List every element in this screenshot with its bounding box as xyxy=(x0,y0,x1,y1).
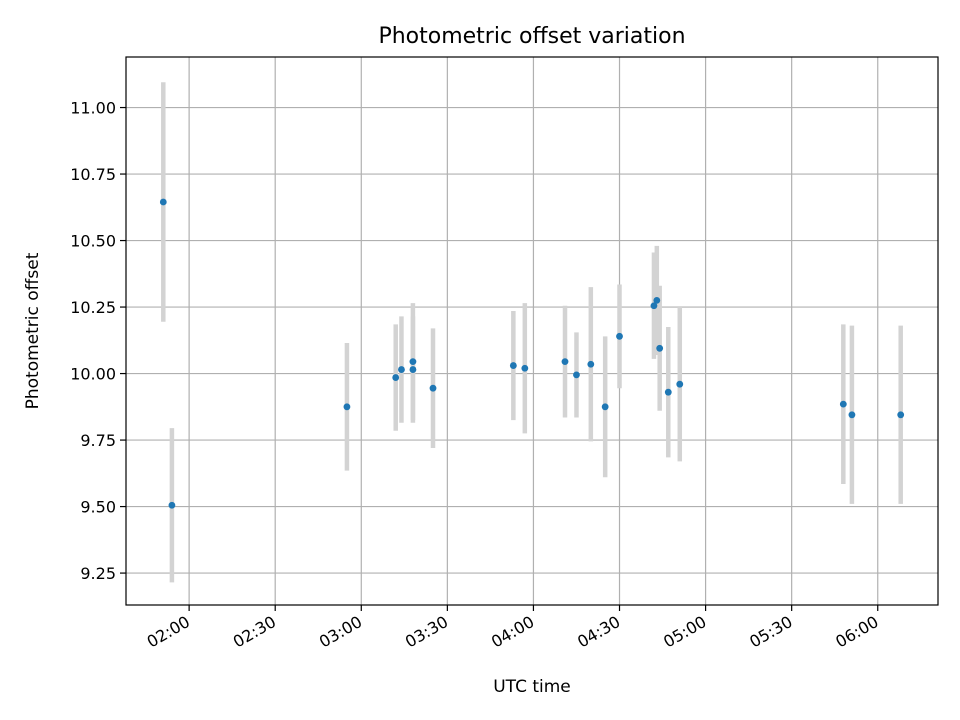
y-tick-label: 11.00 xyxy=(70,99,116,118)
data-points xyxy=(159,198,905,509)
data-point xyxy=(521,364,529,372)
x-tick-label: 04:00 xyxy=(488,612,537,652)
chart-title: Photometric offset variation xyxy=(378,24,685,49)
x-axis-ticks: 02:00 02:30 03:00 03:30 04:00 04:30 05:00 05:30… xyxy=(144,605,882,652)
data-point xyxy=(839,400,847,408)
y-axis-label: Photometric offset xyxy=(23,252,43,409)
data-point xyxy=(656,344,664,352)
y-tick-label: 10.00 xyxy=(70,365,116,384)
data-point xyxy=(509,362,517,369)
y-tick-label: 10.75 xyxy=(70,165,116,184)
grid xyxy=(126,57,938,605)
data-point xyxy=(587,360,595,368)
x-tick-label: 03:00 xyxy=(316,612,365,652)
data-point xyxy=(601,403,609,411)
data-point xyxy=(573,371,580,379)
x-tick-label: 06:00 xyxy=(832,612,881,652)
y-tick-label: 10.50 xyxy=(70,232,116,251)
x-tick-label: 02:00 xyxy=(144,612,193,652)
error-bars xyxy=(161,82,903,583)
data-point xyxy=(159,198,167,206)
y-axis-ticks: 9.25 9.50 9.75 10.00 10.25 10.50 10.75 11.00 xyxy=(70,99,126,583)
x-tick-label: 05:00 xyxy=(660,612,709,652)
data-point xyxy=(897,411,905,419)
data-point xyxy=(848,411,856,419)
data-point xyxy=(409,366,417,373)
data-point xyxy=(561,358,569,365)
data-point xyxy=(653,297,661,304)
data-point xyxy=(650,302,658,310)
y-tick-label: 9.25 xyxy=(80,564,116,583)
data-point xyxy=(616,332,623,340)
data-point xyxy=(664,388,672,396)
y-tick-label: 9.75 xyxy=(80,431,116,450)
y-tick-label: 10.25 xyxy=(70,298,116,317)
data-point xyxy=(168,501,176,509)
data-point xyxy=(343,403,351,411)
x-axis-label: UTC time xyxy=(493,677,571,697)
x-tick-label: 03:30 xyxy=(402,612,451,652)
x-tick-label: 02:30 xyxy=(230,612,279,652)
y-tick-label: 9.50 xyxy=(80,498,116,517)
data-point xyxy=(429,384,437,392)
data-point xyxy=(409,358,417,365)
data-point xyxy=(398,366,405,373)
plot-frame xyxy=(125,56,939,606)
x-tick-label: 04:30 xyxy=(574,612,623,652)
x-tick-label: 05:30 xyxy=(746,612,795,652)
data-point xyxy=(676,380,684,388)
data-point xyxy=(392,374,400,381)
